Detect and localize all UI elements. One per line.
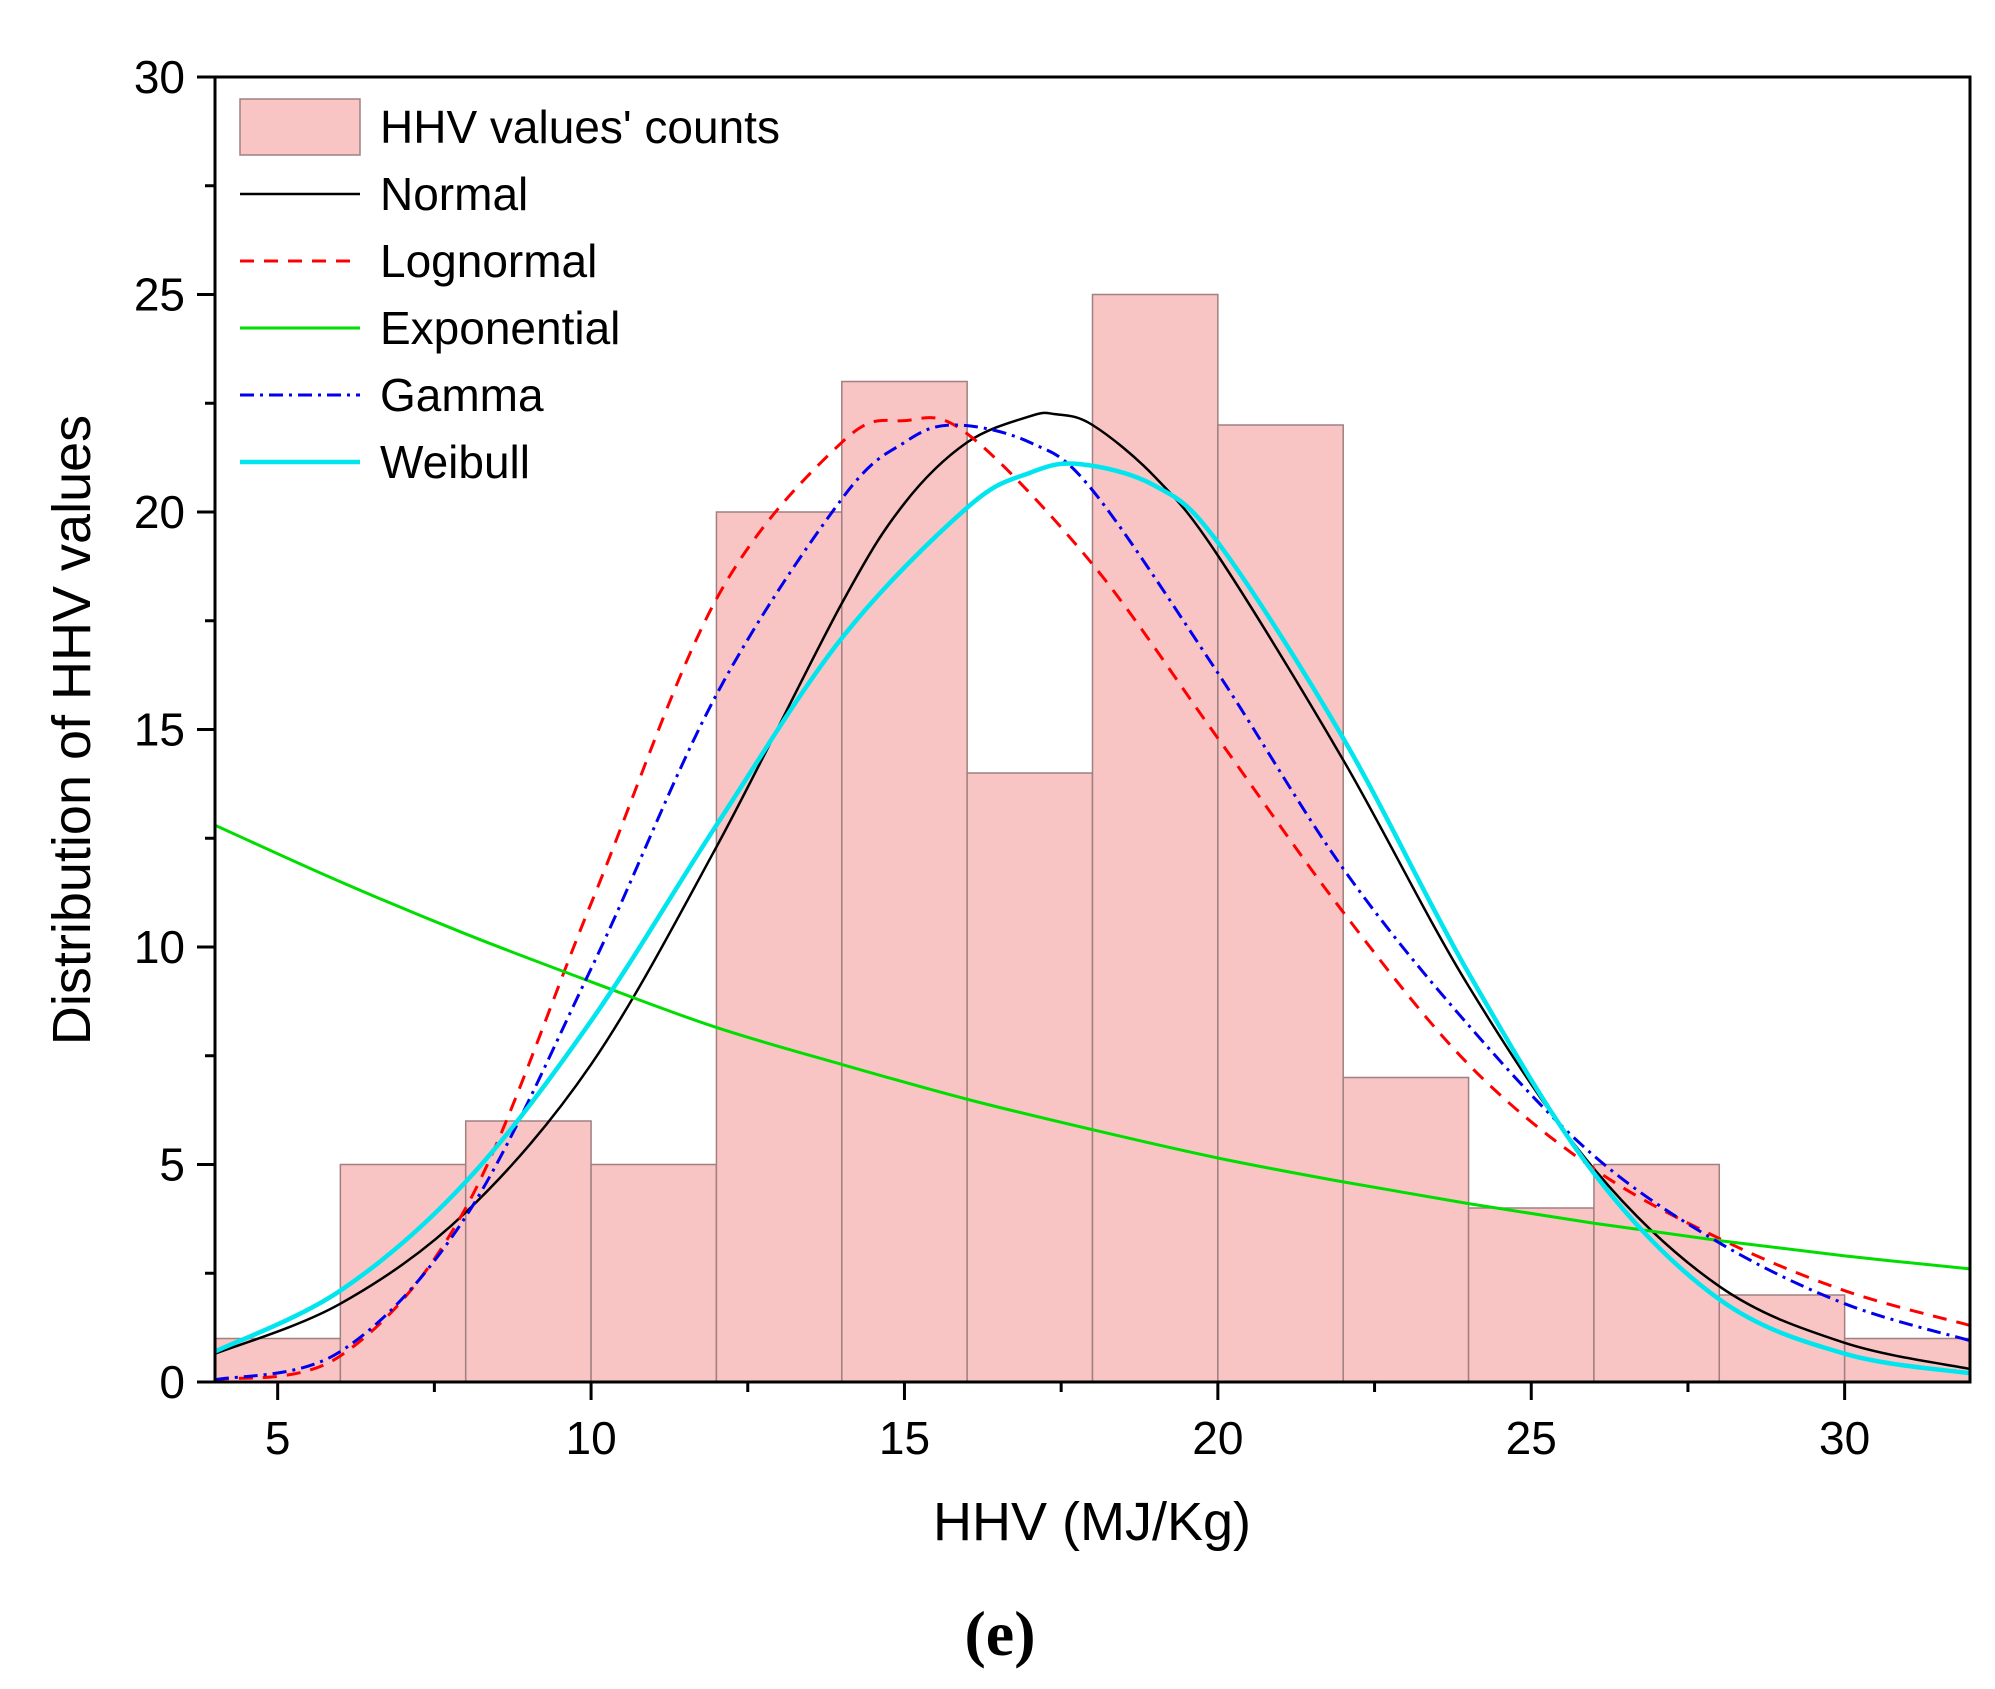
- x-axis-title: HHV (MJ/Kg): [933, 1492, 1251, 1552]
- y-tick-label: 25: [134, 269, 185, 321]
- histogram-bar: [1217, 424, 1344, 1382]
- histogram-bar: [841, 380, 968, 1382]
- x-axis-ticks: 5 10 15 20 25 30: [265, 1382, 1870, 1464]
- legend-label-exponential: Exponential: [380, 302, 620, 354]
- curve-lognormal: [215, 416, 1970, 1382]
- histogram-bar: [1342, 1076, 1470, 1382]
- y-tick-label: 30: [134, 51, 185, 103]
- legend-swatch-histogram: [239, 98, 361, 156]
- legend-label-weibull: Weibull: [380, 436, 530, 488]
- histogram-bar: [966, 772, 1094, 1382]
- legend-label-lognormal: Lognormal: [380, 235, 597, 287]
- legend-label-normal: Normal: [380, 168, 528, 220]
- histogram-bar: [339, 1163, 467, 1382]
- histogram-bar: [1718, 1294, 1846, 1382]
- curve-gamma: [215, 423, 1970, 1382]
- y-tick-label: 20: [134, 486, 185, 538]
- x-tick-label: 25: [1506, 1412, 1557, 1464]
- y-axis-ticks: 0 5 10 15 20 25 30: [134, 51, 215, 1408]
- y-tick-label: 5: [159, 1139, 185, 1191]
- histogram-bar: [1091, 293, 1219, 1382]
- histogram-bar: [590, 1163, 718, 1382]
- x-tick-label: 20: [1192, 1412, 1243, 1464]
- x-tick-label: 10: [565, 1412, 616, 1464]
- histogram-bar: [715, 511, 843, 1382]
- y-axis-title: Distribution of HHV values: [42, 415, 102, 1045]
- y-tick-label: 10: [134, 921, 185, 973]
- x-tick-label: 15: [879, 1412, 930, 1464]
- panel-label: (e): [964, 1598, 1035, 1669]
- x-tick-label: 5: [265, 1412, 291, 1464]
- curve-weibull: [215, 461, 1970, 1376]
- x-tick-label: 30: [1819, 1412, 1870, 1464]
- fit-curves: [215, 411, 1970, 1382]
- legend: HHV values' counts Normal Lognormal Exponen…: [239, 98, 780, 488]
- y-tick-label: 0: [159, 1356, 185, 1408]
- legend-label-histogram: HHV values' counts: [380, 101, 780, 153]
- y-tick-label: 15: [134, 704, 185, 756]
- curve-exponential: [215, 823, 1970, 1271]
- legend-label-gamma: Gamma: [380, 369, 544, 421]
- histogram-bar: [1467, 1207, 1595, 1382]
